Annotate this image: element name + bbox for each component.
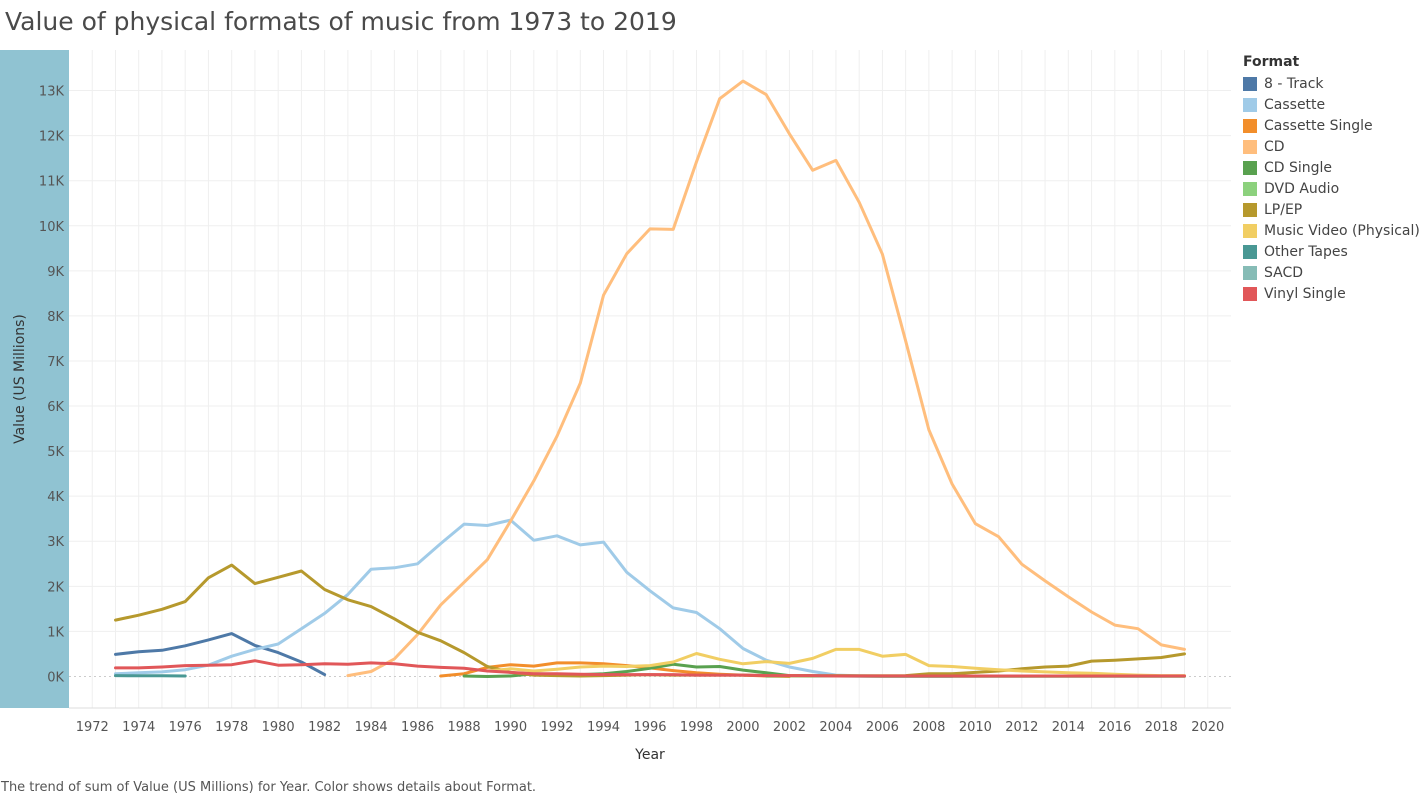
series-line-cassette [114,518,954,678]
legend-title: Format [1243,54,1300,70]
x-tick-label: 2006 [866,720,899,735]
legend-label: Vinyl Single [1264,285,1346,302]
legend-item[interactable]: Music Video (Physical) [1243,220,1420,241]
legend-label: Cassette Single [1264,117,1373,134]
x-tick-label: 1974 [122,720,155,735]
legend-item[interactable]: LP/EP [1243,199,1420,220]
series-line-music-video-physical [485,647,1186,678]
legend-item[interactable]: CD Single [1243,157,1420,178]
y-tick-label: 13K [39,85,65,100]
legend-label: SACD [1264,264,1304,281]
legend-swatch [1243,286,1257,301]
legend-swatch [1243,76,1257,91]
x-axis-ticks: 1972 1974 1976 1978 1980 1982 1984 1986 1988 1990… [76,720,1225,735]
legend-item[interactable]: Cassette [1243,94,1420,115]
x-tick-label: 2018 [1145,720,1178,735]
y-tick-label: 10K [39,220,65,235]
y-tick-label: 1K [47,625,64,640]
chart-caption: The trend of sum of Value (US Millions) … [1,780,537,795]
x-tick-label: 2002 [773,720,806,735]
legend-item[interactable]: Cassette Single [1243,115,1420,136]
x-tick-label: 2000 [726,720,759,735]
legend-item[interactable]: DVD Audio [1243,178,1420,199]
legend: Format 8 - Track Cassette Cassette Single C… [1243,54,1420,304]
legend-label: 8 - Track [1264,75,1324,92]
x-tick-label: 2010 [959,720,992,735]
series-lines [114,79,1186,678]
legend-swatch [1243,181,1257,196]
legend-items: 8 - Track Cassette Cassette Single CD CD Sin… [1243,73,1420,304]
y-tick-label: 6K [47,400,64,415]
legend-swatch [1243,244,1257,259]
y-tick-label: 4K [47,490,64,505]
legend-swatch [1243,139,1257,154]
line-chart: 1972 1974 1976 1978 1980 1982 1984 1986 1988 1990… [0,50,1231,763]
series-line-8-track [114,632,327,677]
legend-label: CD [1264,138,1285,155]
x-tick-label: 1996 [633,720,666,735]
legend-label: Other Tapes [1264,243,1348,260]
legend-swatch [1243,202,1257,217]
x-tick-label: 1992 [540,720,573,735]
grid [69,50,1231,709]
x-tick-label: 1984 [355,720,388,735]
legend-item[interactable]: Other Tapes [1243,241,1420,262]
x-tick-label: 1994 [587,720,620,735]
x-tick-label: 1978 [215,720,248,735]
legend-item[interactable]: SACD [1243,262,1420,283]
y-tick-label: 0K [47,670,64,685]
y-tick-label: 9K [47,265,64,280]
x-axis-title: Year [634,747,665,763]
x-tick-label: 2020 [1191,720,1224,735]
y-tick-label: 5K [47,445,64,460]
x-tick-label: 1982 [308,720,341,735]
x-tick-label: 1998 [680,720,713,735]
y-tick-label: 11K [39,175,65,190]
legend-item[interactable]: Vinyl Single [1243,283,1420,304]
x-tick-label: 1980 [262,720,295,735]
y-tick-label: 12K [39,130,65,145]
legend-swatch [1243,265,1257,280]
x-tick-label: 1988 [448,720,481,735]
x-tick-label: 2012 [1005,720,1038,735]
x-tick-label: 1976 [169,720,202,735]
x-tick-label: 1972 [76,720,109,735]
y-axis-title: Value (US Millions) [12,314,28,444]
series-line-vinyl-single [114,659,1186,678]
y-axis-band [0,50,69,708]
legend-item[interactable]: CD [1243,136,1420,157]
x-tick-label: 2008 [912,720,945,735]
x-tick-label: 2014 [1052,720,1085,735]
y-tick-label: 7K [47,355,64,370]
legend-label: LP/EP [1264,201,1303,218]
legend-label: Cassette [1264,96,1326,113]
x-tick-label: 1986 [401,720,434,735]
x-tick-label: 1990 [494,720,527,735]
chart-title: Value of physical formats of music from … [5,7,677,36]
legend-item[interactable]: 8 - Track [1243,73,1420,94]
y-tick-label: 8K [47,310,64,325]
x-tick-label: 2004 [819,720,852,735]
x-tick-label: 2016 [1098,720,1131,735]
legend-swatch [1243,97,1257,112]
y-tick-label: 3K [47,535,64,550]
legend-label: CD Single [1264,159,1333,176]
legend-swatch [1243,223,1257,238]
legend-swatch [1243,118,1257,133]
legend-swatch [1243,160,1257,175]
series-line-cd [346,79,1186,678]
legend-label: DVD Audio [1264,180,1340,197]
legend-label: Music Video (Physical) [1264,222,1420,239]
y-axis-ticks: 0K 1K 2K 3K 4K 5K 6K 7K 8K 9K 10K 11K 12K 13K [39,85,65,686]
y-tick-label: 2K [47,580,64,595]
